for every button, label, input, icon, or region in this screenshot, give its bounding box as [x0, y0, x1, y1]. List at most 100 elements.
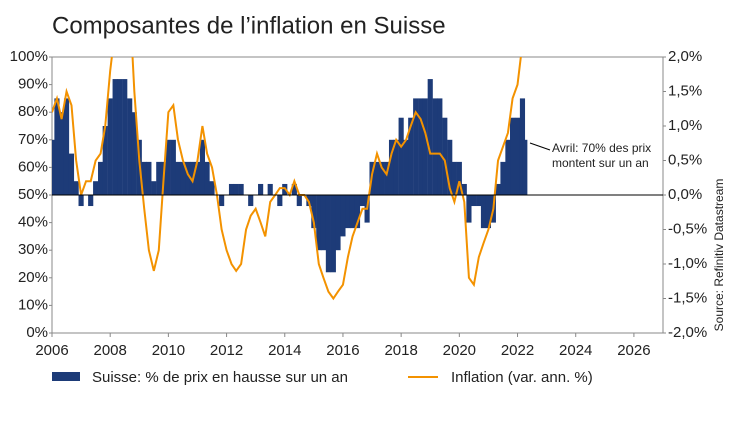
bar — [505, 139, 511, 195]
bar — [127, 98, 133, 195]
y2-tick-label: 1,0% — [668, 117, 702, 134]
bar — [374, 161, 380, 195]
bar — [437, 98, 443, 195]
bar — [54, 98, 60, 195]
bar — [98, 161, 104, 195]
bar — [117, 79, 123, 195]
bar — [267, 183, 273, 195]
legend-swatch — [52, 372, 80, 381]
bar — [68, 153, 75, 195]
x-tick-label: 2024 — [559, 342, 592, 359]
bar — [316, 195, 322, 251]
bar — [480, 195, 487, 229]
bar — [398, 117, 404, 195]
x-tick-label: 2008 — [94, 342, 127, 359]
bar — [432, 98, 438, 195]
bar — [422, 98, 428, 195]
x-tick-label: 2010 — [152, 342, 185, 359]
bar — [495, 183, 501, 195]
bar — [88, 195, 94, 207]
bar — [185, 161, 191, 195]
y-tick-label: 10% — [18, 296, 48, 313]
y-tick-label: 100% — [10, 48, 48, 65]
bar — [510, 117, 516, 195]
bar — [63, 98, 70, 195]
x-tick-label: 2012 — [210, 342, 243, 359]
y-tick-label: 90% — [18, 76, 48, 93]
bar — [209, 181, 215, 195]
bar — [466, 195, 472, 223]
y-tick-label: 60% — [18, 158, 48, 175]
bar — [408, 117, 414, 195]
bar — [141, 161, 147, 195]
x-tick-label: 2022 — [501, 342, 534, 359]
x-tick-label: 2014 — [268, 342, 301, 359]
bar — [451, 161, 457, 195]
y-tick-label: 0% — [26, 324, 48, 341]
bar — [93, 181, 99, 195]
bar — [204, 161, 210, 195]
bar — [340, 195, 346, 237]
bar — [248, 195, 254, 207]
bar — [122, 79, 128, 195]
bar — [219, 195, 225, 207]
bar — [442, 117, 448, 195]
bar — [330, 195, 336, 273]
bar — [447, 139, 453, 195]
bar — [228, 183, 235, 195]
bar — [471, 195, 477, 207]
bar — [175, 161, 181, 195]
source: Source: Refinitiv Datastream — [712, 179, 726, 332]
bar — [456, 161, 462, 195]
y-tick-label: 50% — [18, 186, 48, 203]
x-tick-label: 2026 — [617, 342, 650, 359]
bar — [277, 195, 283, 207]
bar — [233, 183, 239, 195]
bar — [359, 195, 366, 207]
x-tick-label: 2020 — [443, 342, 476, 359]
y2-tick-label: -1,5% — [668, 289, 707, 306]
legend-label: Suisse: % de prix en hausse sur un an — [92, 369, 348, 386]
bar — [349, 195, 356, 229]
bar — [258, 183, 264, 195]
bar — [476, 195, 482, 207]
x-tick-label: 2016 — [326, 342, 359, 359]
plot-area — [52, 57, 528, 301]
y2-tick-label: 0,0% — [668, 186, 702, 203]
bar — [52, 139, 55, 195]
bar — [156, 161, 162, 195]
bar — [325, 195, 331, 273]
y-tick-label: 30% — [18, 241, 48, 258]
bar — [151, 181, 157, 195]
bar — [500, 161, 506, 195]
y2-tick-label: -1,0% — [668, 255, 707, 272]
bar — [59, 112, 65, 195]
bar — [199, 139, 205, 195]
y-tick-label: 80% — [18, 103, 48, 120]
bar — [345, 195, 351, 229]
bar — [418, 98, 424, 195]
bar — [384, 161, 390, 195]
bar — [107, 98, 113, 195]
bar — [393, 139, 399, 195]
bar — [522, 139, 528, 195]
bar — [320, 195, 327, 251]
bar — [165, 139, 171, 195]
annotation-pointer — [529, 142, 551, 151]
x-tick-label: 2006 — [35, 342, 68, 359]
bar — [180, 161, 186, 195]
chart-title: Composantes de l’inflation en Suisse — [52, 12, 446, 39]
y2-tick-label: 1,5% — [668, 82, 702, 99]
y-tick-label: 20% — [18, 269, 48, 286]
bar — [354, 195, 361, 229]
annotation: montent sur un an — [552, 156, 649, 170]
bar — [388, 139, 395, 195]
bar — [485, 195, 492, 229]
bar — [238, 183, 244, 195]
bar — [131, 112, 137, 195]
bar — [403, 139, 409, 195]
y2-tick-label: -0,5% — [668, 220, 707, 237]
